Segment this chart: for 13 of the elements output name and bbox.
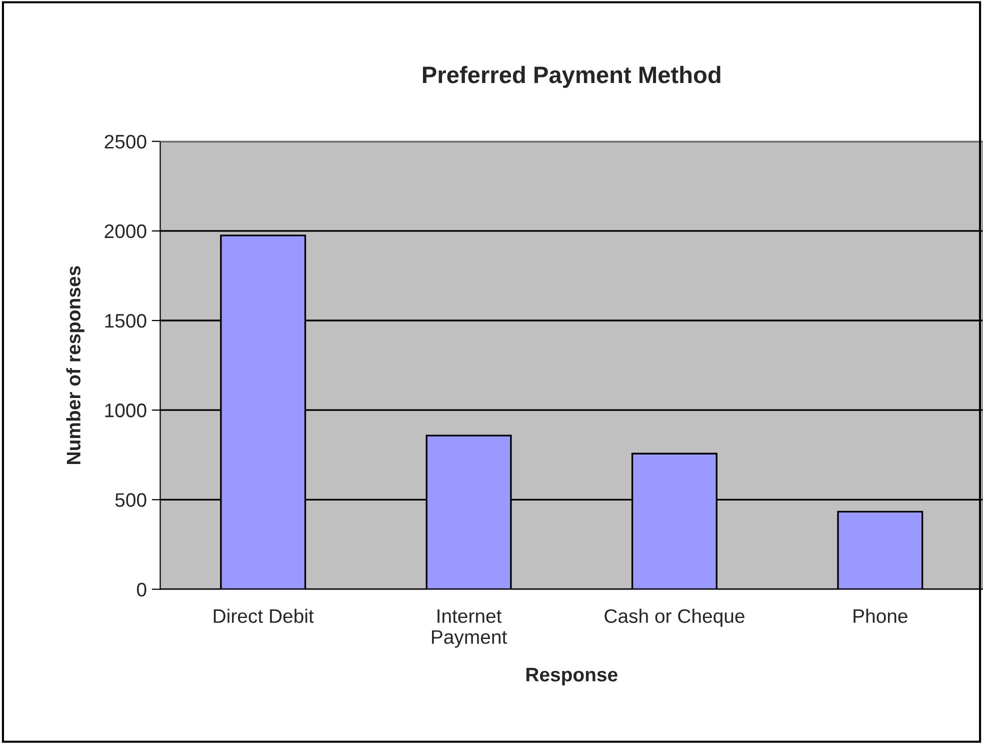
- x-tick-label: Phone: [854, 608, 908, 623]
- y-tick-label: 1000: [105, 404, 146, 418]
- y-tick-label: 1500: [105, 314, 146, 328]
- y-tick-label: 2000: [104, 224, 146, 238]
- chart-title: Preferred Payment Method: [422, 66, 720, 88]
- x-tick-label: Internet Payment: [432, 609, 507, 648]
- x-tick-label: Direct Debit: [214, 608, 314, 623]
- x-axis-title: Response: [526, 668, 618, 686]
- x-tick-label: Cash or Cheque: [604, 608, 744, 627]
- y-axis-title: Number of responses: [66, 266, 84, 464]
- y-tick-label: 500: [115, 493, 146, 507]
- y-tick-label: 2500: [104, 134, 146, 149]
- y-tick-label: 0: [136, 582, 146, 596]
